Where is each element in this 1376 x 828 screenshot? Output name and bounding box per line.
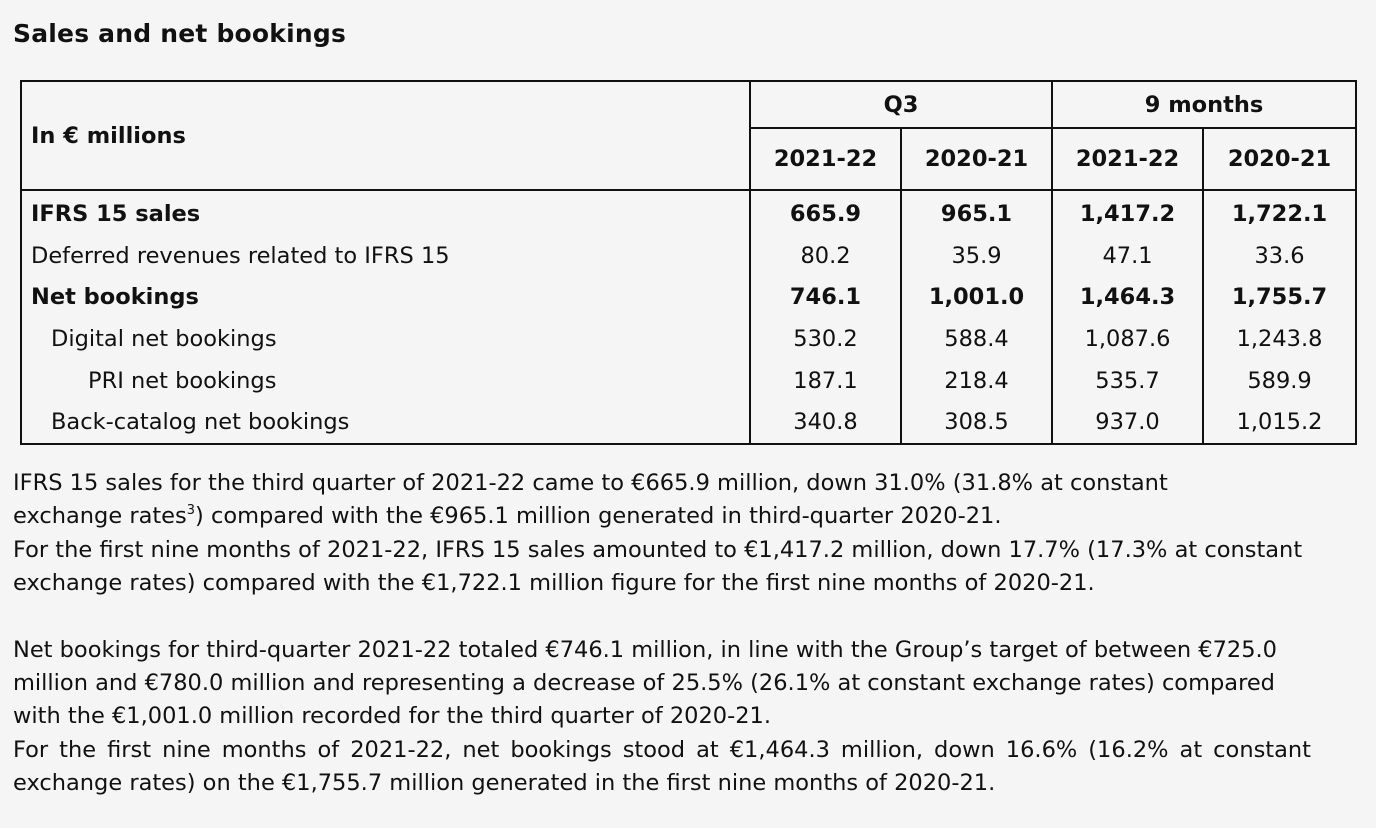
cell-value: 1,722.1: [1202, 190, 1358, 235]
row-label: Digital net bookings: [20, 318, 751, 360]
paragraph-sales-9m: For the first nine months of 2021-22, IF…: [13, 536, 1303, 597]
cell-value: 80.2: [749, 234, 902, 277]
year-header: 2020-21: [1202, 127, 1358, 191]
table-row: Digital net bookings 530.2 588.4 1,087.6…: [20, 318, 1358, 360]
paragraph-text: ) compared with the €965.1 million gener…: [195, 503, 1002, 530]
cell-value: 535.7: [1051, 359, 1205, 402]
cell-value: 340.8: [749, 401, 902, 446]
row-label: Deferred revenues related to IFRS 15: [20, 234, 751, 277]
cell-value: 746.1: [749, 276, 902, 319]
footnote-marker: 3: [186, 503, 196, 519]
section-title: Sales and net bookings: [13, 19, 347, 48]
year-header: 2021-22: [749, 127, 902, 191]
table-row: Deferred revenues related to IFRS 15 80.…: [20, 234, 1358, 277]
unit-label: In € millions: [20, 80, 751, 191]
cell-value: 1,015.2: [1202, 401, 1358, 446]
cell-value: 35.9: [899, 234, 1054, 277]
cell-value: 308.5: [899, 401, 1054, 446]
cell-value: 1,087.6: [1051, 318, 1205, 360]
row-label: PRI net bookings: [20, 359, 751, 402]
table-row: Net bookings 746.1 1,001.0 1,464.3 1,755…: [20, 276, 1358, 319]
group-header-q3: Q3: [748, 80, 1054, 129]
paragraph-bookings-9m: For the first nine months of 2021-22, ne…: [13, 736, 1311, 797]
cell-value: 530.2: [749, 318, 902, 360]
row-label: IFRS 15 sales: [20, 190, 751, 235]
cell-value: 1,001.0: [899, 276, 1054, 319]
paragraph-text: exchange rates: [13, 503, 187, 530]
sales-bookings-table: In € millions Q3 9 months 2021-22 2020-2…: [20, 80, 1358, 446]
paragraph-text: IFRS 15 sales for the third quarter of 2…: [13, 470, 1168, 496]
cell-value: 965.1: [899, 190, 1054, 235]
cell-value: 33.6: [1202, 234, 1358, 277]
cell-value: 665.9: [749, 190, 902, 235]
cell-value: 1,755.7: [1202, 276, 1358, 319]
cell-value: 1,464.3: [1051, 276, 1205, 319]
row-label: Back-catalog net bookings: [20, 401, 751, 446]
cell-value: 218.4: [899, 359, 1054, 402]
cell-value: 589.9: [1202, 359, 1358, 402]
table-row: Back-catalog net bookings 340.8 308.5 93…: [20, 401, 1358, 446]
body-text: IFRS 15 sales for the third quarter of 2…: [13, 467, 1311, 801]
year-header: 2021-22: [1051, 127, 1205, 191]
year-header: 2020-21: [899, 127, 1054, 191]
cell-value: 47.1: [1051, 234, 1205, 277]
cell-value: 1,417.2: [1051, 190, 1205, 235]
cell-value: 937.0: [1051, 401, 1205, 446]
paragraph-bookings-q3: Net bookings for third-quarter 2021-22 t…: [13, 636, 1277, 730]
header-row-groups: In € millions Q3 9 months: [20, 80, 1358, 191]
group-header-9-months: 9 months: [1051, 80, 1358, 129]
paragraph-sales-q3: IFRS 15 sales for the third quarter of 2…: [13, 467, 1311, 534]
row-label: Net bookings: [20, 276, 751, 319]
header-row-years: 2021-22 2020-21 2021-22 2020-21: [21, 127, 1358, 191]
table-row: IFRS 15 sales 665.9 965.1 1,417.2 1,722.…: [20, 190, 1358, 235]
cell-value: 187.1: [749, 359, 902, 402]
cell-value: 588.4: [899, 318, 1054, 360]
table-row: PRI net bookings 187.1 218.4 535.7 589.9: [20, 359, 1358, 402]
cell-value: 1,243.8: [1202, 318, 1358, 360]
